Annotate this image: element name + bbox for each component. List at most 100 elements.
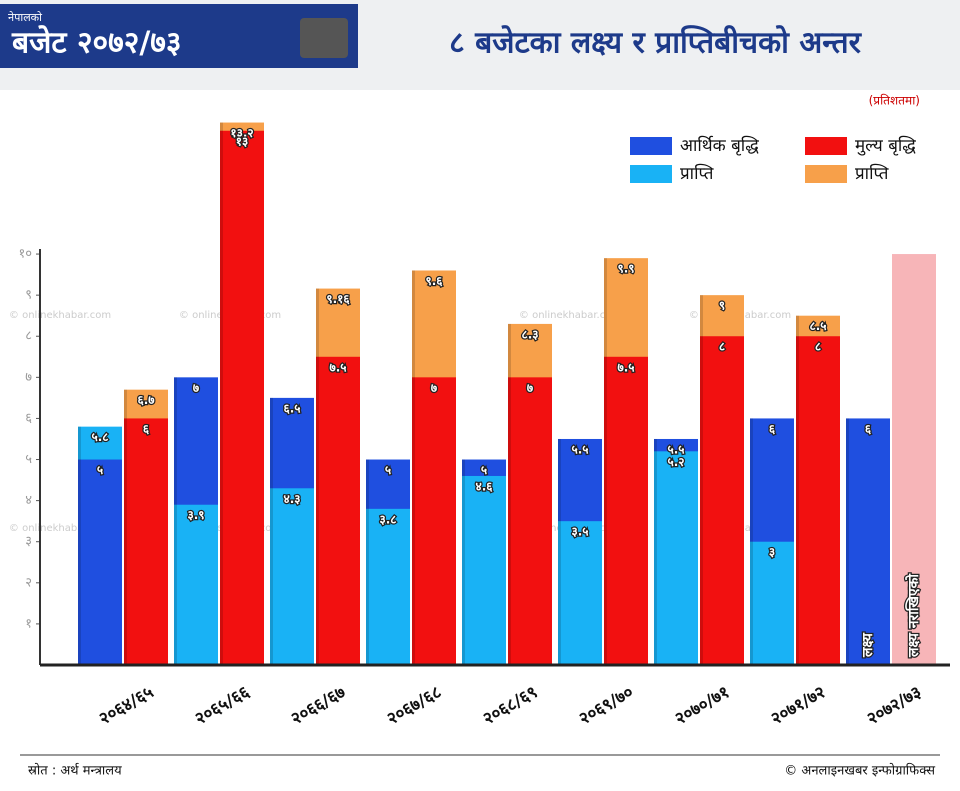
bar-shade (462, 475, 465, 665)
y-tick-label: २ (25, 575, 32, 590)
value-label: ५ (481, 463, 487, 477)
value-label: ५.५ (571, 442, 588, 456)
value-label: ५.२ (667, 455, 684, 469)
value-label: ५ (385, 463, 391, 477)
bar (558, 521, 602, 665)
value-label: ९.९ (617, 262, 634, 276)
value-label: १३ (236, 134, 248, 148)
value-label: ५ (97, 463, 103, 477)
bar-shade (750, 541, 753, 665)
value-label: ४.३ (283, 492, 300, 506)
credit: © अनलाइनखबर इन्फोग्राफिक्स (784, 763, 935, 779)
y-tick-label: ३ (25, 534, 32, 549)
bar (700, 336, 744, 665)
legend-swatch (630, 165, 672, 183)
bar (462, 475, 506, 665)
legend-swatch (805, 137, 847, 155)
value-label: ७.५ (617, 360, 634, 374)
x-tick-label: २०६७/६८ (384, 682, 445, 729)
value-label: ८.५ (809, 319, 826, 333)
x-tick-label: २०६६/६७ (288, 682, 349, 729)
x-tick-label: २०६९/७० (576, 682, 637, 729)
legend-label: प्राप्ति (680, 163, 714, 184)
legend-swatch (805, 165, 847, 183)
value-label: ३.५ (571, 525, 588, 539)
bar (174, 504, 218, 665)
bar (654, 451, 698, 665)
bar-shade (366, 508, 369, 665)
bar (412, 377, 456, 665)
value-label: ६ (143, 422, 150, 436)
bar (366, 508, 410, 665)
legend-label: प्राप्ति (855, 163, 889, 184)
annotation: लक्ष्य (860, 632, 876, 658)
briefcase-icon (300, 18, 348, 58)
value-label: ६.७ (137, 393, 155, 407)
bar-shade (654, 451, 657, 665)
header-box (0, 4, 358, 68)
value-label: ४.६ (475, 479, 493, 493)
value-label: ९.६ (425, 274, 443, 288)
bar (796, 336, 840, 665)
y-tick-label: ४ (25, 493, 32, 508)
value-label: ७ (431, 381, 438, 395)
x-tick-label: २०७१/७२ (768, 682, 829, 729)
x-tick-label: २०६५/६६ (192, 682, 253, 729)
bar-shade (220, 130, 223, 665)
source: स्रोत : अर्थ मन्त्रालय (28, 763, 122, 779)
x-tick-label: २०७२/७३ (864, 682, 925, 729)
bar (604, 356, 648, 665)
bar-shade (124, 418, 127, 665)
value-label: ९.१६ (326, 292, 350, 306)
bar (270, 488, 314, 665)
value-label: ३.८ (379, 512, 396, 526)
y-tick-label: ५ (25, 452, 32, 467)
value-label: ७.५ (329, 360, 346, 374)
bar (750, 541, 794, 665)
bar (78, 459, 122, 665)
legend-label: मुल्य बृद्धि (855, 135, 916, 156)
y-tick-label: ९ (25, 288, 32, 303)
value-label: ५.८ (91, 430, 108, 444)
bar (846, 418, 890, 665)
x-tick-label: २०६४/६५ (96, 682, 157, 729)
bar-shade (270, 488, 273, 665)
value-label: १३.२ (230, 126, 253, 140)
value-label: ५.५ (667, 442, 684, 456)
no-target-bar (892, 254, 936, 666)
bar (124, 418, 168, 665)
watermark: © onlinekhabar.com (519, 310, 621, 321)
value-label: ३ (769, 545, 775, 559)
value-label: ८.३ (521, 327, 538, 341)
watermark: © onlinekhabar.com (9, 310, 111, 321)
y-tick-label: ८ (25, 329, 32, 344)
bar-shade (316, 356, 319, 665)
value-label: ६ (865, 422, 872, 436)
bar-shade (700, 336, 703, 665)
value-label: ३.९ (187, 508, 204, 522)
bar (220, 130, 264, 665)
bar-shade (174, 504, 177, 665)
y-tick-label: १ (25, 616, 32, 631)
bar-shade (604, 356, 607, 665)
y-tick-label: ६ (25, 411, 32, 426)
chart-subtitle: (प्रतिशतमा) (869, 94, 920, 108)
bar-shade (846, 418, 849, 665)
chart-title: ८ बजेटका लक्ष्य र प्राप्तिबीचको अन्तर (449, 25, 862, 61)
header-title: बजेट २०७२/७३ (11, 25, 182, 61)
bar-shade (508, 377, 511, 665)
bar (316, 356, 360, 665)
watermark: © onlinekhabar.com (9, 523, 111, 534)
value-label: ८ (719, 340, 725, 354)
bar (508, 377, 552, 665)
y-tick-label: ७ (25, 370, 32, 385)
header-kicker: नेपालको (8, 11, 42, 24)
annotation: लक्ष्य नराखिएको (905, 573, 922, 658)
value-label: ९ (719, 299, 725, 313)
value-label: ७ (527, 381, 534, 395)
bar-shade (412, 377, 415, 665)
value-label: ८ (815, 340, 821, 354)
legend-swatch (630, 137, 672, 155)
bar-shade (796, 336, 799, 665)
